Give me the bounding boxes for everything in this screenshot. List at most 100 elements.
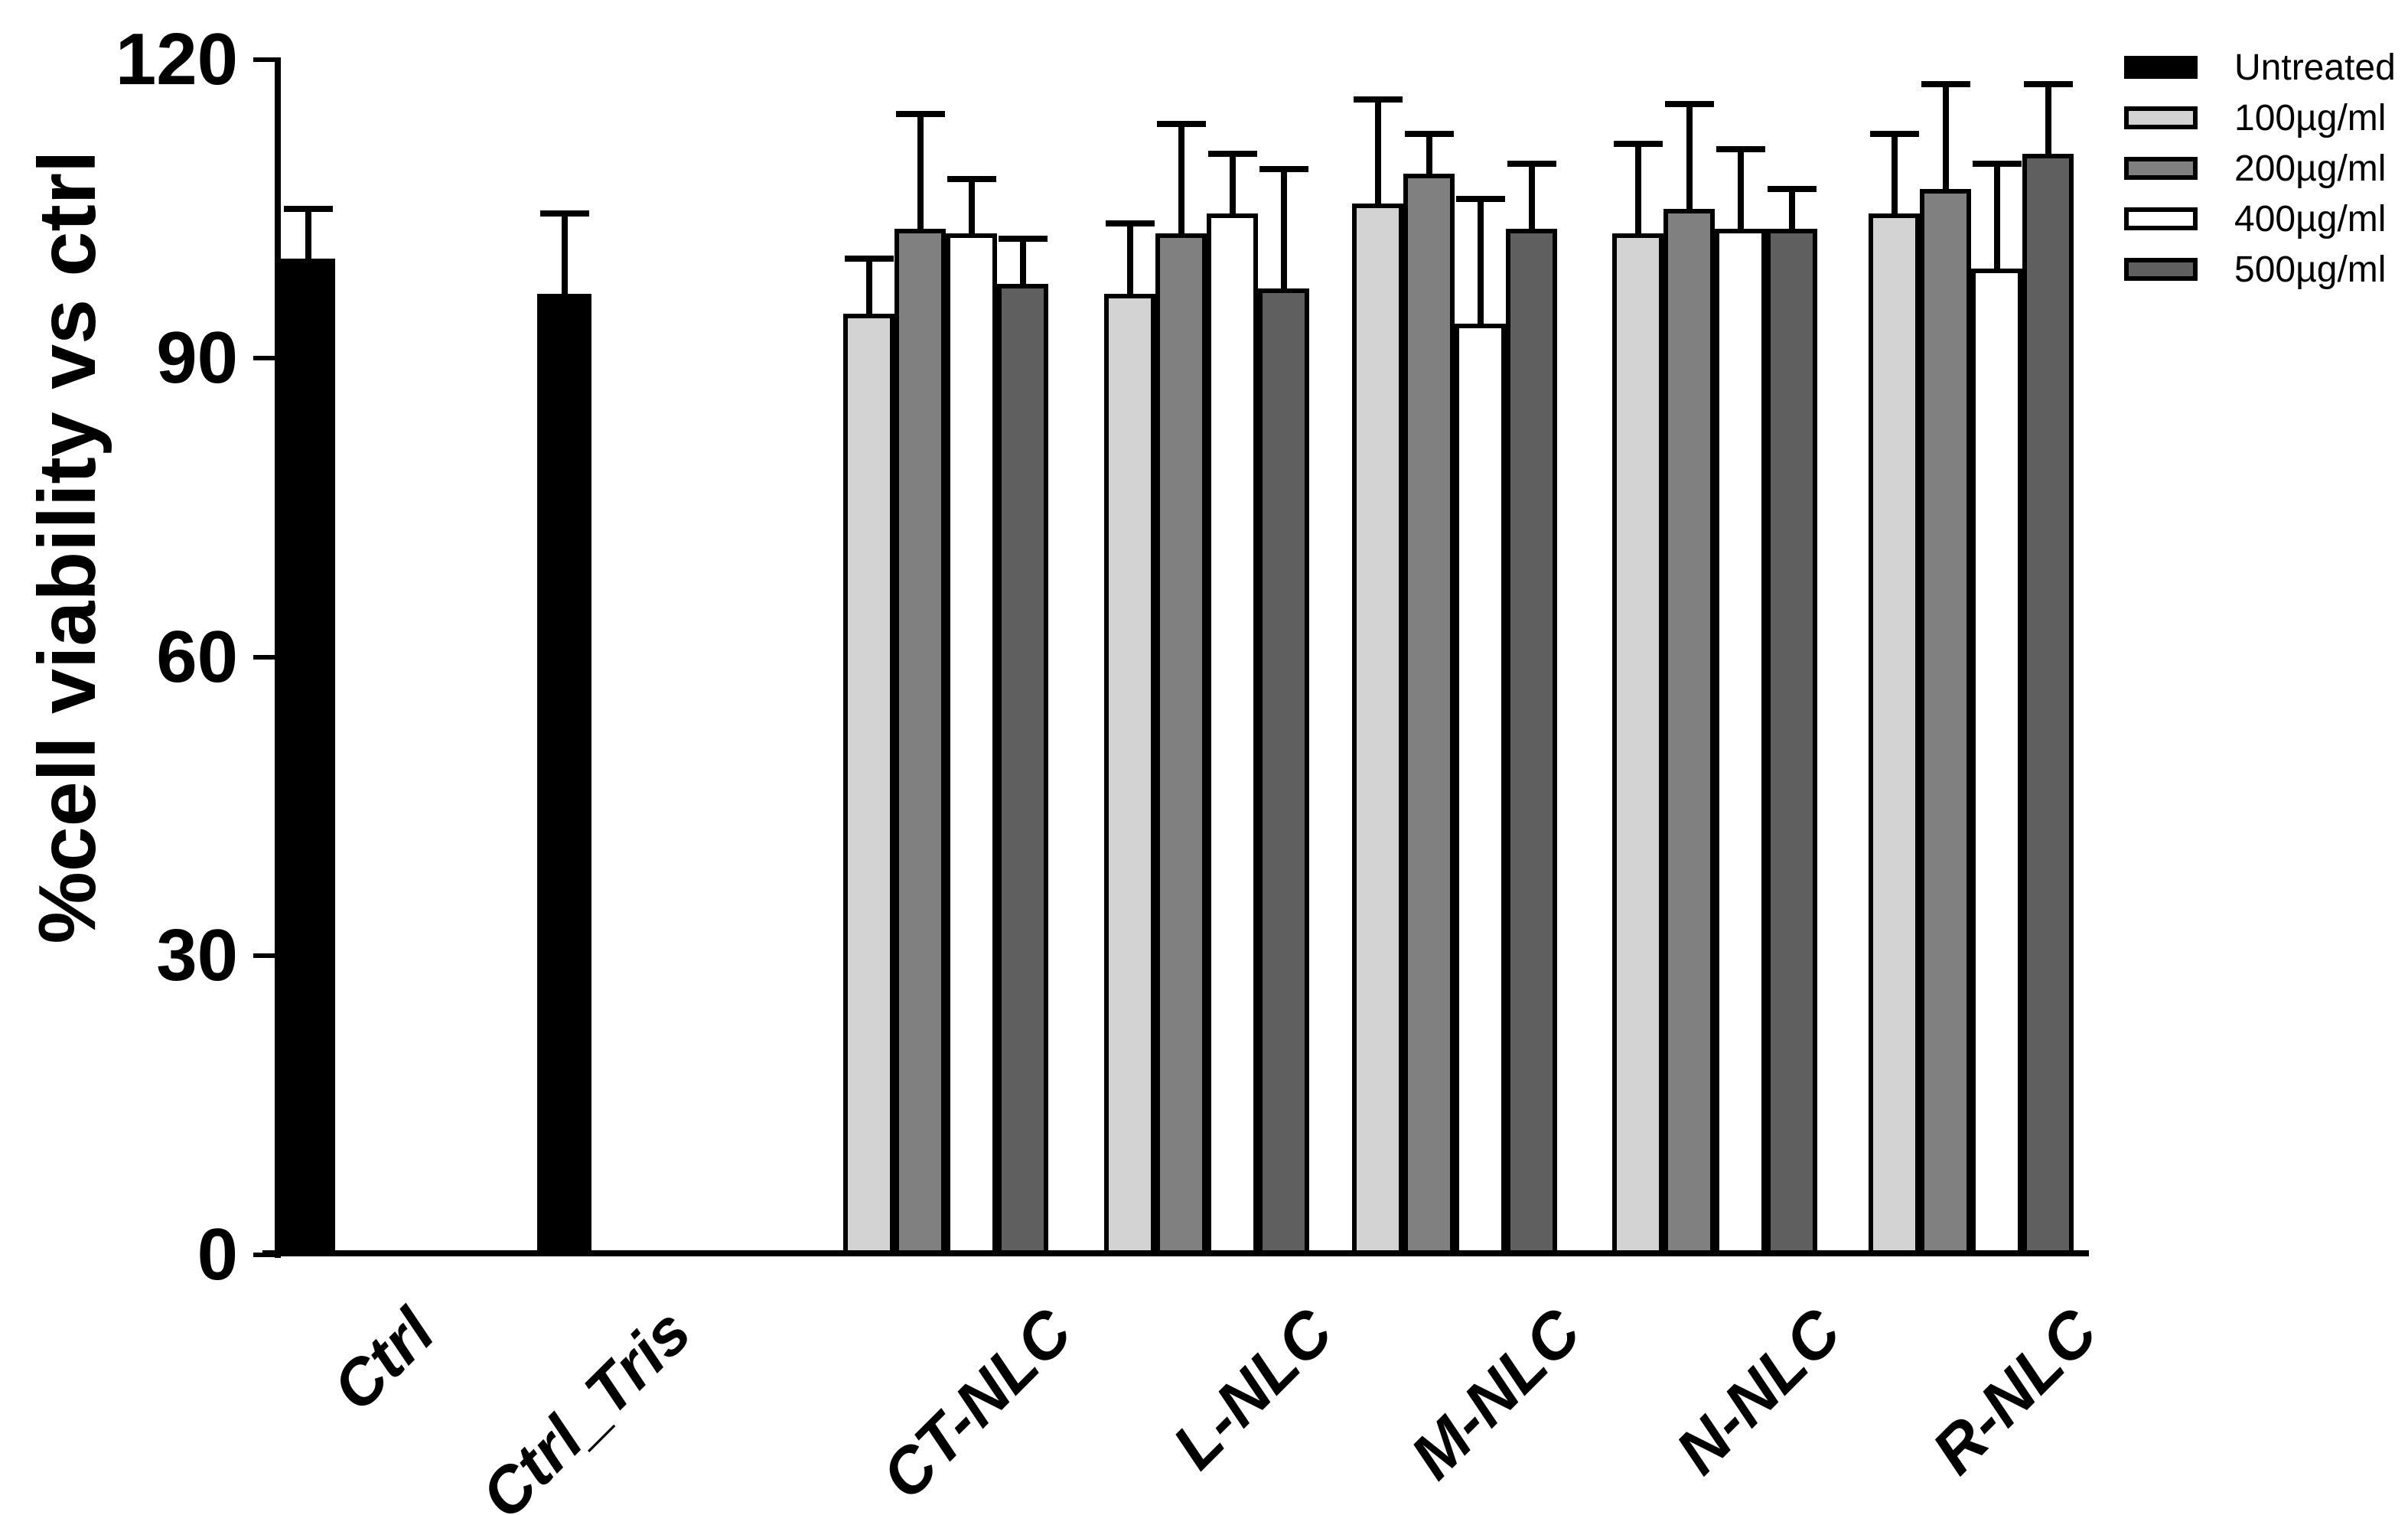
error-bar-cap [1507, 161, 1556, 168]
y-tick-label: 0 [197, 1214, 238, 1295]
error-bar-cap [1613, 141, 1663, 148]
x-category-label: Ctrl [318, 1295, 448, 1425]
error-bar-line [1229, 154, 1236, 214]
error-bar-cap [1207, 151, 1257, 158]
bar-M-NLC-100µg/ml [1352, 204, 1403, 1255]
error-bar-cap [1259, 165, 1308, 172]
y-tick [253, 57, 275, 62]
y-tick [253, 654, 275, 660]
bar-L-NLC-500µg/ml [1258, 288, 1309, 1255]
error-bar-cap [895, 111, 945, 118]
legend-item: 200µg/ml [2124, 143, 2396, 194]
bar-N-NLC-200µg/ml [1663, 208, 1715, 1255]
error-bar-line [1528, 164, 1535, 229]
error-bar-cap [1455, 195, 1505, 202]
error-bar-line [1178, 124, 1184, 234]
bar-M-NLC-400µg/ml [1455, 323, 1506, 1255]
bar-CT-NLC-400µg/ml [946, 233, 997, 1255]
error-bar-line [1477, 198, 1484, 324]
bar-R-NLC-500µg/ml [2022, 154, 2074, 1255]
y-tick-label: 30 [156, 914, 238, 997]
error-bar-line [1126, 223, 1133, 294]
error-bar-cap [844, 256, 894, 262]
legend-label: 100µg/ml [2234, 97, 2387, 138]
error-bar-line [1788, 188, 1795, 229]
error-bar-cap [2023, 81, 2073, 88]
y-tick [253, 356, 275, 361]
legend-item: Untreated [2124, 42, 2396, 93]
error-bar-line [1374, 99, 1381, 204]
error-bar-line [561, 213, 568, 294]
x-category-label: CT-NLC [867, 1295, 1086, 1513]
error-bar-cap [1921, 81, 1970, 88]
error-bar-cap [1353, 96, 1403, 103]
error-bar-cap [1869, 131, 1919, 138]
y-tick [253, 1253, 275, 1257]
x-category-label: R-NLC [1918, 1295, 2111, 1487]
error-bar-cap [1664, 101, 1714, 108]
legend-swatch [2124, 106, 2198, 129]
bar-Ctrl_Tris-Untreated [537, 293, 591, 1255]
bar-CT-NLC-100µg/ml [843, 313, 894, 1255]
bar-N-NLC-500µg/ml [1766, 228, 1817, 1255]
error-bar-cap [1105, 220, 1155, 227]
y-tick-label: 60 [156, 615, 238, 698]
bar-Ctrl-Untreated [281, 259, 335, 1255]
y-tick-label: 120 [115, 18, 238, 100]
error-bar-cap [1767, 185, 1817, 192]
error-bar-line [1686, 104, 1693, 209]
error-bar-line [305, 208, 311, 259]
error-bar-line [1426, 134, 1432, 174]
legend: Untreated 100µg/ml 200µg/ml 400µg/ml 500µg/m… [2124, 42, 2396, 295]
legend-swatch [2124, 258, 2198, 281]
bar-R-NLC-400µg/ml [1971, 269, 2022, 1255]
legend-label: 500µg/ml [2234, 249, 2387, 290]
x-category-label: M-NLC [1396, 1295, 1595, 1493]
bar-CT-NLC-200µg/ml [894, 228, 946, 1255]
error-bar-line [1019, 238, 1026, 284]
error-bar-cap [1972, 161, 2022, 168]
bar-M-NLC-200µg/ml [1403, 174, 1455, 1255]
error-bar-cap [1716, 145, 1765, 152]
legend-label: 200µg/ml [2234, 148, 2387, 189]
x-category-label: L-NLC [1158, 1295, 1347, 1483]
x-axis-line [262, 1250, 2089, 1256]
error-bar-cap [1404, 131, 1454, 138]
bar-N-NLC-100µg/ml [1612, 233, 1663, 1255]
error-bar-cap [1156, 121, 1206, 128]
y-tick [253, 953, 275, 959]
bar-CT-NLC-500µg/ml [997, 283, 1048, 1255]
error-bar-line [1737, 148, 1744, 229]
y-axis-line [275, 57, 281, 1258]
legend-label: Untreated [2234, 47, 2396, 88]
bar-R-NLC-100µg/ml [1869, 213, 1920, 1255]
legend-swatch [2124, 207, 2198, 230]
legend-label: 400µg/ml [2234, 198, 2387, 239]
legend-item: 100µg/ml [2124, 93, 2396, 143]
legend-swatch [2124, 56, 2198, 79]
x-category-label: N-NLC [1661, 1295, 1855, 1487]
bar-L-NLC-200µg/ml [1155, 233, 1207, 1255]
bar-L-NLC-400µg/ml [1207, 213, 1258, 1255]
error-bar-line [917, 114, 924, 229]
bar-R-NLC-200µg/ml [1920, 188, 1971, 1255]
error-bar-cap [539, 210, 589, 217]
error-bar-line [1891, 134, 1898, 214]
error-bar-line [2045, 84, 2051, 155]
error-bar-cap [283, 205, 333, 212]
bar-L-NLC-100µg/ml [1104, 293, 1155, 1255]
legend-swatch [2124, 157, 2198, 180]
legend-item: 400µg/ml [2124, 194, 2396, 244]
error-bar-cap [998, 235, 1048, 242]
error-bar-line [865, 259, 872, 314]
legend-item: 500µg/ml [2124, 244, 2396, 295]
error-bar-line [1993, 164, 2000, 269]
bar-N-NLC-400µg/ml [1715, 228, 1766, 1255]
error-bar-line [1942, 84, 1949, 189]
error-bar-line [968, 178, 975, 234]
error-bar-line [1280, 168, 1287, 289]
bar-M-NLC-500µg/ml [1506, 228, 1557, 1255]
error-bar-cap [947, 175, 996, 182]
x-category-label: Ctrl_Tris [467, 1295, 704, 1515]
